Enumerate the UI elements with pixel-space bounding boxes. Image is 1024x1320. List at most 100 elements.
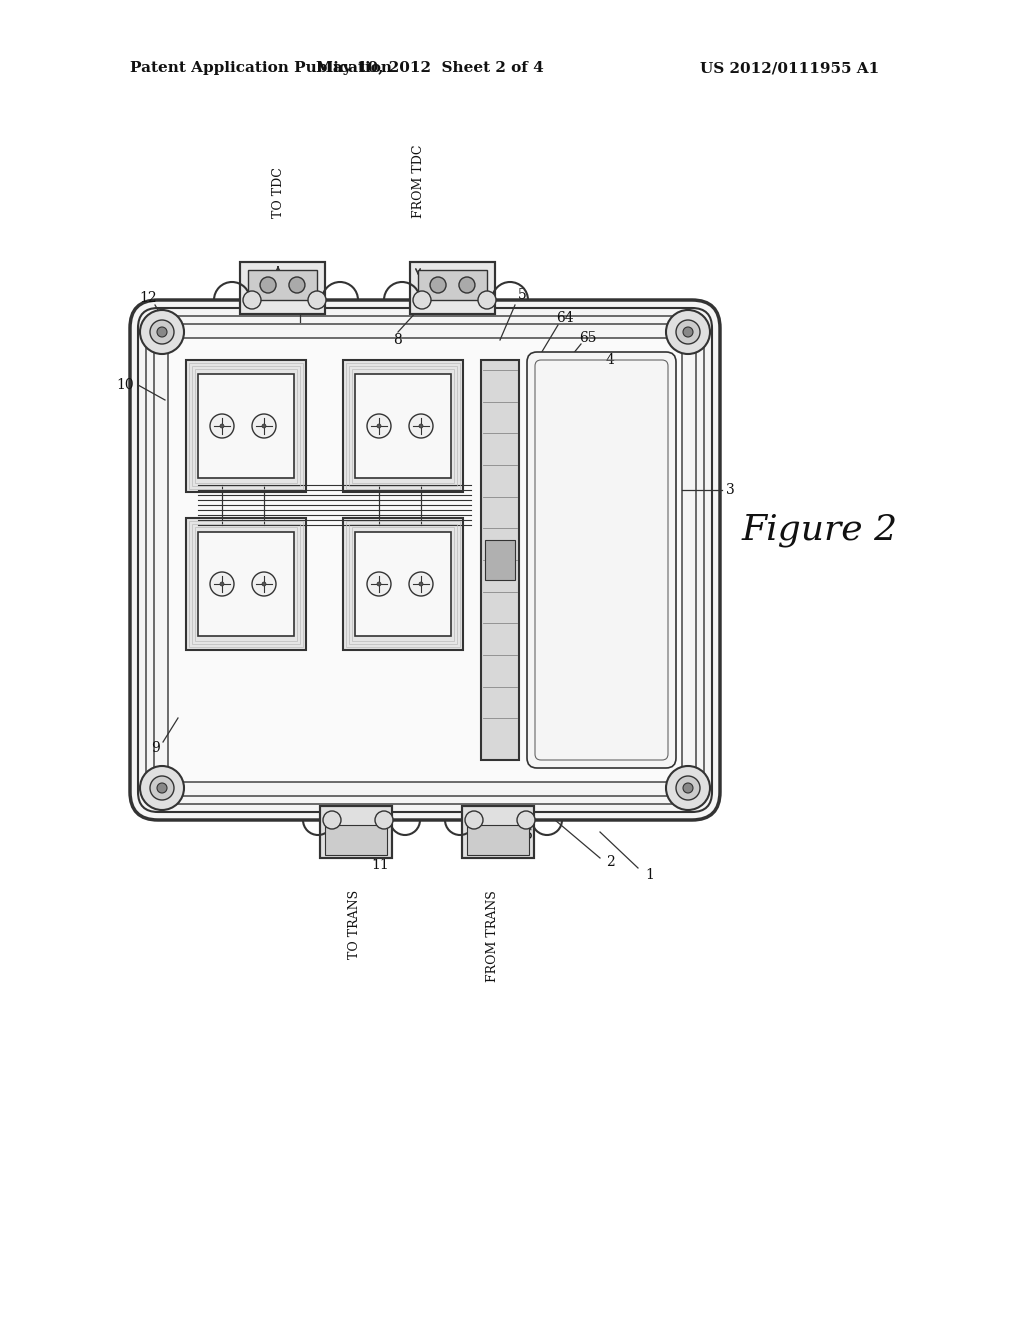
Text: 6: 6 xyxy=(523,828,532,842)
Circle shape xyxy=(465,810,483,829)
FancyBboxPatch shape xyxy=(527,352,676,768)
Text: TO TRANS: TO TRANS xyxy=(348,890,361,960)
Bar xyxy=(462,807,534,858)
Bar xyxy=(355,532,451,636)
FancyBboxPatch shape xyxy=(130,300,720,820)
Circle shape xyxy=(150,776,174,800)
Bar xyxy=(346,521,460,647)
Circle shape xyxy=(683,327,693,337)
Bar xyxy=(248,271,317,300)
Text: 3: 3 xyxy=(726,483,734,498)
Circle shape xyxy=(157,783,167,793)
Circle shape xyxy=(289,277,305,293)
Bar xyxy=(193,366,300,486)
Circle shape xyxy=(666,310,710,354)
Circle shape xyxy=(517,810,535,829)
Bar xyxy=(355,374,451,478)
Text: US 2012/0111955 A1: US 2012/0111955 A1 xyxy=(700,61,880,75)
Circle shape xyxy=(262,424,266,428)
Circle shape xyxy=(367,572,391,597)
Circle shape xyxy=(377,424,381,428)
Text: 4: 4 xyxy=(605,352,614,367)
Bar xyxy=(352,527,454,642)
Circle shape xyxy=(220,582,224,586)
Text: 13: 13 xyxy=(291,288,309,302)
Circle shape xyxy=(243,290,261,309)
Circle shape xyxy=(676,776,700,800)
Bar xyxy=(240,261,325,314)
Text: FROM TRANS: FROM TRANS xyxy=(485,890,499,982)
Circle shape xyxy=(323,810,341,829)
Bar xyxy=(410,261,495,314)
Text: 8: 8 xyxy=(393,333,402,347)
Text: 11: 11 xyxy=(371,858,389,873)
Text: Figure 2: Figure 2 xyxy=(742,513,898,546)
Circle shape xyxy=(430,277,446,293)
Bar xyxy=(319,807,392,858)
Bar xyxy=(198,374,294,478)
Text: FROM TDC: FROM TDC xyxy=(412,144,425,218)
Bar xyxy=(467,825,529,855)
Text: May 10, 2012  Sheet 2 of 4: May 10, 2012 Sheet 2 of 4 xyxy=(316,61,544,75)
Bar xyxy=(195,527,297,642)
Circle shape xyxy=(308,290,326,309)
Bar xyxy=(485,540,515,579)
Text: 10: 10 xyxy=(116,378,134,392)
Bar xyxy=(193,524,300,644)
Circle shape xyxy=(377,582,381,586)
Text: TO TDC: TO TDC xyxy=(271,168,285,218)
Circle shape xyxy=(367,414,391,438)
Bar xyxy=(418,271,487,300)
Bar xyxy=(240,261,325,314)
Circle shape xyxy=(260,277,276,293)
Text: 12: 12 xyxy=(139,290,157,305)
Circle shape xyxy=(409,414,433,438)
Text: 64: 64 xyxy=(556,312,573,325)
FancyBboxPatch shape xyxy=(168,338,682,781)
Circle shape xyxy=(666,766,710,810)
Circle shape xyxy=(150,319,174,345)
Bar xyxy=(343,517,463,649)
Bar xyxy=(481,360,519,760)
Circle shape xyxy=(683,783,693,793)
Bar xyxy=(349,366,457,486)
Circle shape xyxy=(676,319,700,345)
Circle shape xyxy=(140,310,184,354)
Text: 1: 1 xyxy=(645,869,654,882)
Text: 9: 9 xyxy=(151,741,160,755)
Bar xyxy=(189,363,303,488)
Circle shape xyxy=(409,572,433,597)
Bar xyxy=(319,807,392,858)
Circle shape xyxy=(157,327,167,337)
Circle shape xyxy=(210,572,234,597)
Circle shape xyxy=(459,277,475,293)
Bar xyxy=(410,261,495,314)
Circle shape xyxy=(478,290,496,309)
Bar xyxy=(189,521,303,647)
Bar xyxy=(198,532,294,636)
Bar xyxy=(186,517,306,649)
Bar xyxy=(325,825,387,855)
Circle shape xyxy=(140,766,184,810)
Circle shape xyxy=(413,290,431,309)
Text: 5: 5 xyxy=(517,288,526,302)
Circle shape xyxy=(210,414,234,438)
Text: 7: 7 xyxy=(336,841,344,855)
Bar xyxy=(462,807,534,858)
Bar xyxy=(349,524,457,644)
Bar xyxy=(352,370,454,483)
Circle shape xyxy=(252,414,276,438)
Text: Patent Application Publication: Patent Application Publication xyxy=(130,61,392,75)
Circle shape xyxy=(262,582,266,586)
Bar xyxy=(195,370,297,483)
Circle shape xyxy=(220,424,224,428)
Text: 65: 65 xyxy=(580,331,597,345)
Text: 2: 2 xyxy=(605,855,614,869)
Circle shape xyxy=(419,424,423,428)
Bar xyxy=(186,360,306,492)
Bar xyxy=(346,363,460,488)
Bar xyxy=(343,360,463,492)
Circle shape xyxy=(419,582,423,586)
Circle shape xyxy=(252,572,276,597)
Circle shape xyxy=(375,810,393,829)
